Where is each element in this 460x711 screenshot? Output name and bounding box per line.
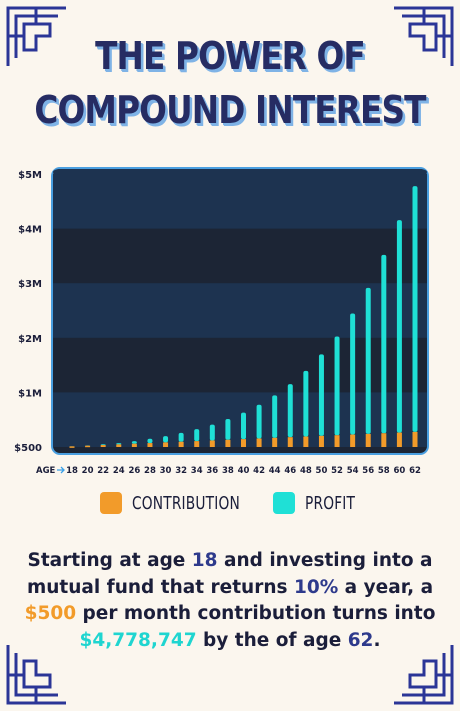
x-tick-label: 46 <box>284 466 296 476</box>
profit-bar <box>334 336 340 436</box>
x-tick-label: 54 <box>347 466 359 476</box>
profit-bar <box>350 313 356 435</box>
x-tick-label: 34 <box>191 466 203 476</box>
y-tick-label: $1M <box>18 388 42 399</box>
contribution-bar <box>85 445 91 448</box>
corner-ornament-bottom-left <box>6 645 66 705</box>
legend-contribution: CONTRIBUTION <box>100 491 259 515</box>
contribution-bar <box>365 433 371 447</box>
chart-band <box>53 283 427 338</box>
contribution-bar <box>272 437 278 447</box>
profit-bar <box>147 438 153 444</box>
description-text: Starting at age 18 and investing into a … <box>24 550 436 651</box>
profit-bar <box>241 412 246 440</box>
x-tick-label: 36 <box>206 466 218 476</box>
profit-bar <box>178 432 184 442</box>
total-amount: $4,778,747 <box>79 629 197 651</box>
profit-bar <box>225 419 231 440</box>
x-tick-label: 40 <box>238 466 250 476</box>
contribution-bar <box>178 441 184 447</box>
x-axis-label: AGE <box>36 466 56 476</box>
contribution-bar <box>334 435 340 447</box>
contribution-bar <box>131 443 137 447</box>
legend-profit: PROFIT <box>273 491 364 515</box>
contribution-bar <box>225 439 231 447</box>
contribution-bar <box>412 431 418 447</box>
return-rate: 10% <box>293 576 339 598</box>
profit-bar <box>194 429 200 442</box>
profit-bar <box>381 254 387 434</box>
corner-ornament-top-right <box>394 6 454 66</box>
y-tick-label: $2M <box>18 334 42 345</box>
x-tick-label: 58 <box>378 466 390 476</box>
x-tick-label: 38 <box>222 466 234 476</box>
x-tick-label: 42 <box>253 466 265 476</box>
legend-contribution-swatch <box>100 492 122 514</box>
x-tick-label: 48 <box>300 466 312 476</box>
profit-bar <box>272 395 278 438</box>
corner-ornament-top-left <box>6 6 66 66</box>
chart-band <box>53 169 427 175</box>
x-tick-label: 28 <box>144 466 156 476</box>
profit-bar <box>396 220 402 433</box>
profit-bar <box>256 404 262 439</box>
x-tick-label: 32 <box>175 466 187 476</box>
contribution-bar <box>69 446 75 448</box>
profit-bar <box>116 443 122 445</box>
y-tick-label: $500 <box>14 443 42 454</box>
chart-band <box>53 174 427 229</box>
x-tick-label: 44 <box>269 466 281 476</box>
contribution-bar <box>116 444 122 447</box>
contribution-bar <box>194 441 200 447</box>
contribution-bar <box>241 439 246 447</box>
legend-profit-swatch <box>273 492 295 514</box>
contribution-bar <box>256 438 262 447</box>
contribution-bar <box>350 434 356 447</box>
x-tick-label: 18 <box>66 466 78 476</box>
monthly-amount: $500 <box>24 603 77 624</box>
contribution-bar <box>396 432 402 447</box>
legend-contribution-label: CONTRIBUTION <box>132 492 240 514</box>
profit-bar <box>365 287 371 434</box>
x-tick-label: 60 <box>393 466 405 476</box>
profit-bar <box>303 370 309 437</box>
y-tick-label: $5M <box>18 170 42 181</box>
x-tick-label: 30 <box>160 466 172 476</box>
profit-bar <box>163 436 169 443</box>
profit-bar <box>412 186 418 432</box>
contribution-bar <box>318 435 324 447</box>
y-tick-label: $4M <box>18 225 42 236</box>
profit-bar <box>131 441 137 444</box>
age-start: 18 <box>191 550 218 571</box>
x-tick-label: 52 <box>331 466 343 476</box>
y-tick-label: $3M <box>18 279 42 290</box>
contribution-bar <box>303 436 309 447</box>
x-tick-label: 24 <box>113 466 125 476</box>
chart-band <box>53 392 427 447</box>
title-line-2: COMPOUND INTEREST <box>34 88 426 132</box>
x-tick-label: 22 <box>97 466 109 476</box>
x-tick-label: 26 <box>128 466 140 476</box>
x-tick-label: 62 <box>409 466 421 476</box>
contribution-bar <box>381 433 387 447</box>
profit-bar <box>287 384 293 438</box>
x-tick-label: 20 <box>82 466 94 476</box>
legend-profit-label: PROFIT <box>305 492 356 514</box>
x-tick-label: 56 <box>362 466 374 476</box>
contribution-bar <box>100 445 106 447</box>
contribution-bar <box>287 437 293 447</box>
contribution-bar <box>209 440 215 447</box>
age-end: 62 <box>347 629 374 651</box>
contribution-bar <box>147 443 153 447</box>
contribution-bar <box>163 442 169 447</box>
profit-bar <box>318 354 324 436</box>
title-line-1: THE POWER OF <box>95 34 366 78</box>
arrow-right-icon <box>57 466 65 474</box>
profit-bar <box>100 444 106 446</box>
compound-interest-chart: $500 $1M $2M $3M $4M $5M 18 20 22 24 26 28 30 32 34 36 3… <box>14 167 429 476</box>
profit-bar <box>209 424 215 441</box>
corner-ornament-bottom-right <box>394 645 454 705</box>
x-tick-label: 50 <box>316 466 328 476</box>
